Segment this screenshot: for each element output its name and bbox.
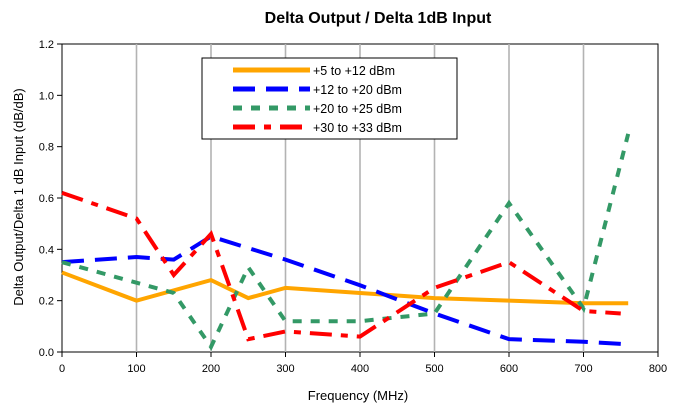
y-tick-label: 0.8 [39,142,54,154]
data-point [210,233,212,235]
legend-label-1: +5 to +12 dBm [313,64,395,78]
legend-label-3: +20 to +25 dBm [313,102,402,116]
data-point [582,307,584,309]
data-point [284,330,286,332]
y-tick-label: 0.6 [39,193,54,205]
data-point [627,302,629,304]
data-point [173,258,175,260]
data-point [433,312,435,314]
legend-label-4: +30 to +33 dBm [313,121,402,135]
data-point [210,346,212,348]
data-point [433,297,435,299]
x-tick-label: 0 [59,363,65,375]
data-point [359,292,361,294]
y-axis-label: Delta Output/Delta 1 dB Input (dB/dB) [11,88,26,306]
data-point [61,261,63,263]
plot-area: 0.0 0.2 0.4 0.6 0.8 1.0 1.2 0 100 200 300 400 500 600… [39,39,667,375]
data-point [582,310,584,312]
data-point [582,341,584,343]
data-point [135,299,137,301]
y-tick-label: 1.0 [39,90,54,102]
data-point [210,279,212,281]
x-axis-label: Frequency (MHz) [308,388,408,403]
data-point [359,335,361,337]
data-point [508,338,510,340]
x-tick-label: 800 [649,363,667,375]
x-tick-label: 700 [574,363,592,375]
data-point [508,261,510,263]
data-point [284,287,286,289]
data-point [508,202,510,204]
y-tick-label: 0.0 [39,347,54,359]
data-point [508,299,510,301]
chart-title: Delta Output / Delta 1dB Input [265,10,492,27]
data-point [247,338,249,340]
data-point [61,271,63,273]
data-point [284,258,286,260]
x-tick-label: 200 [202,363,220,375]
x-tick-label: 600 [500,363,518,375]
x-tick-label: 300 [276,363,294,375]
data-point [135,217,137,219]
legend-label-2: +12 to +20 dBm [313,83,402,97]
data-point [247,266,249,268]
data-point [433,287,435,289]
data-point [247,297,249,299]
data-point [135,256,137,258]
data-point [359,284,361,286]
y-tick-label: 1.2 [39,39,54,51]
x-tick-label: 400 [351,363,369,375]
data-point [627,133,629,135]
y-tick-label: 0.2 [39,296,54,308]
x-tick-label: 100 [127,363,145,375]
data-point [173,274,175,276]
y-tick-label: 0.4 [39,244,54,256]
data-point [359,320,361,322]
data-point [61,192,63,194]
data-point [173,292,175,294]
x-tick-label: 500 [425,363,443,375]
data-point [284,320,286,322]
data-point [620,312,622,314]
data-point [627,343,629,345]
data-point [135,282,137,284]
